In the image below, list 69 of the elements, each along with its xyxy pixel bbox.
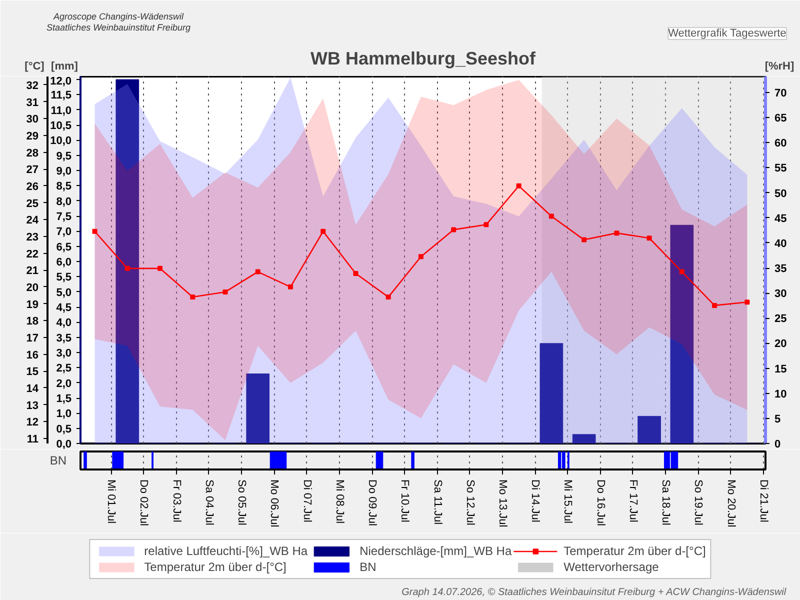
y-tick-label: 31 [26, 96, 39, 109]
y3-tick-label: 45 [774, 212, 787, 225]
y2-tick-label: 1,5 [56, 393, 72, 406]
y3-tick-label: 65 [774, 112, 787, 125]
y2-tick-label: 0,0 [56, 438, 72, 450]
y3-tick-label: 70 [774, 88, 787, 100]
y3-tick-label: 15 [774, 363, 787, 376]
y-tick-label: 29 [26, 130, 39, 142]
y3-tick-label: 10 [774, 388, 787, 400]
y2-tick-label: 1,0 [56, 408, 72, 420]
y2-tick-label: 7,5 [56, 211, 72, 224]
y3-tick-label: 0 [774, 438, 781, 450]
y-tick-label: 19 [26, 298, 39, 311]
y-tick-label: 26 [26, 180, 39, 193]
y-tick-label: 15 [26, 366, 39, 378]
y2-tick-label: 2,0 [56, 378, 72, 390]
y2-tick-label: 10,5 [50, 120, 72, 132]
y-tick-label: 20 [26, 282, 39, 294]
y-tick-label: 11 [26, 433, 39, 446]
text: Agroscope Changins-Wädenswil [52, 12, 185, 22]
y3-tick-label: 20 [774, 338, 787, 350]
y-tick-label: 17 [26, 332, 39, 344]
y3-tick-label: 35 [774, 263, 787, 276]
y2-tick-label: 2,5 [56, 362, 72, 375]
y3-tick-label: 5 [774, 413, 781, 426]
y3-tick-label: 40 [774, 238, 787, 250]
y2-tick-label: 6,5 [56, 241, 72, 254]
y2-tick-label: 5,0 [56, 286, 72, 299]
y-tick-label: 30 [26, 114, 39, 126]
y-tick-label: 27 [26, 164, 39, 176]
y2-tick-label: 8,5 [56, 180, 72, 193]
y2-tick-label: 10,0 [50, 135, 72, 148]
y2-tick-label: 3,0 [56, 348, 72, 360]
chart-subtitle: Wettergrafik Tageswerte [668, 28, 786, 40]
y3-tick-label: 25 [774, 313, 787, 326]
y-tick-label: 28 [26, 147, 39, 160]
y-tick-label: 12 [26, 416, 39, 429]
y-tick-label: 16 [26, 349, 39, 362]
y-tick-label: 25 [26, 198, 39, 210]
y2-tick-label: 7,0 [56, 226, 72, 238]
y3-tick-label: 30 [774, 288, 787, 300]
y2-tick-label: 5,5 [56, 272, 72, 284]
y2-tick-label: 4,5 [56, 302, 72, 314]
y-tick-label: 23 [26, 231, 39, 244]
y-tick-label: 18 [26, 316, 39, 328]
y3-axis-title: [%rH] [764, 60, 795, 72]
y2-tick-label: 8,0 [56, 196, 72, 208]
y-tick-label: 21 [26, 265, 39, 278]
y2-tick-label: 3,5 [56, 332, 72, 344]
y3-tick-label: 60 [774, 138, 787, 150]
y-tick-label: 13 [26, 400, 39, 412]
y-tick-label: 22 [26, 248, 39, 260]
y2-tick-label: 11,5 [50, 90, 72, 102]
y2-tick-label: 0,5 [56, 423, 72, 436]
y2-tick-label: 12,0 [50, 76, 72, 88]
y3-tick-label: 55 [774, 162, 787, 175]
y-axis-title: [°C] [24, 60, 45, 72]
y2-tick-label: 9,5 [56, 150, 72, 162]
y-tick-label: 32 [26, 80, 39, 92]
y2-tick-label: 11,0 [50, 104, 72, 117]
chart-title: WB Hammelburg_Seeshof [310, 48, 537, 68]
y-tick-label: 14 [26, 382, 40, 395]
y2-tick-label: 9,0 [56, 166, 72, 178]
y2-tick-label: 6,0 [56, 256, 72, 269]
y2-tick-label: 4,0 [56, 317, 72, 330]
y-tick-label: 24 [26, 214, 40, 227]
y2-axis-title: [mm] [51, 60, 78, 72]
text: Staatliches Weinbauinstitut Freiburg [46, 22, 190, 32]
y3-tick-label: 50 [774, 188, 787, 200]
